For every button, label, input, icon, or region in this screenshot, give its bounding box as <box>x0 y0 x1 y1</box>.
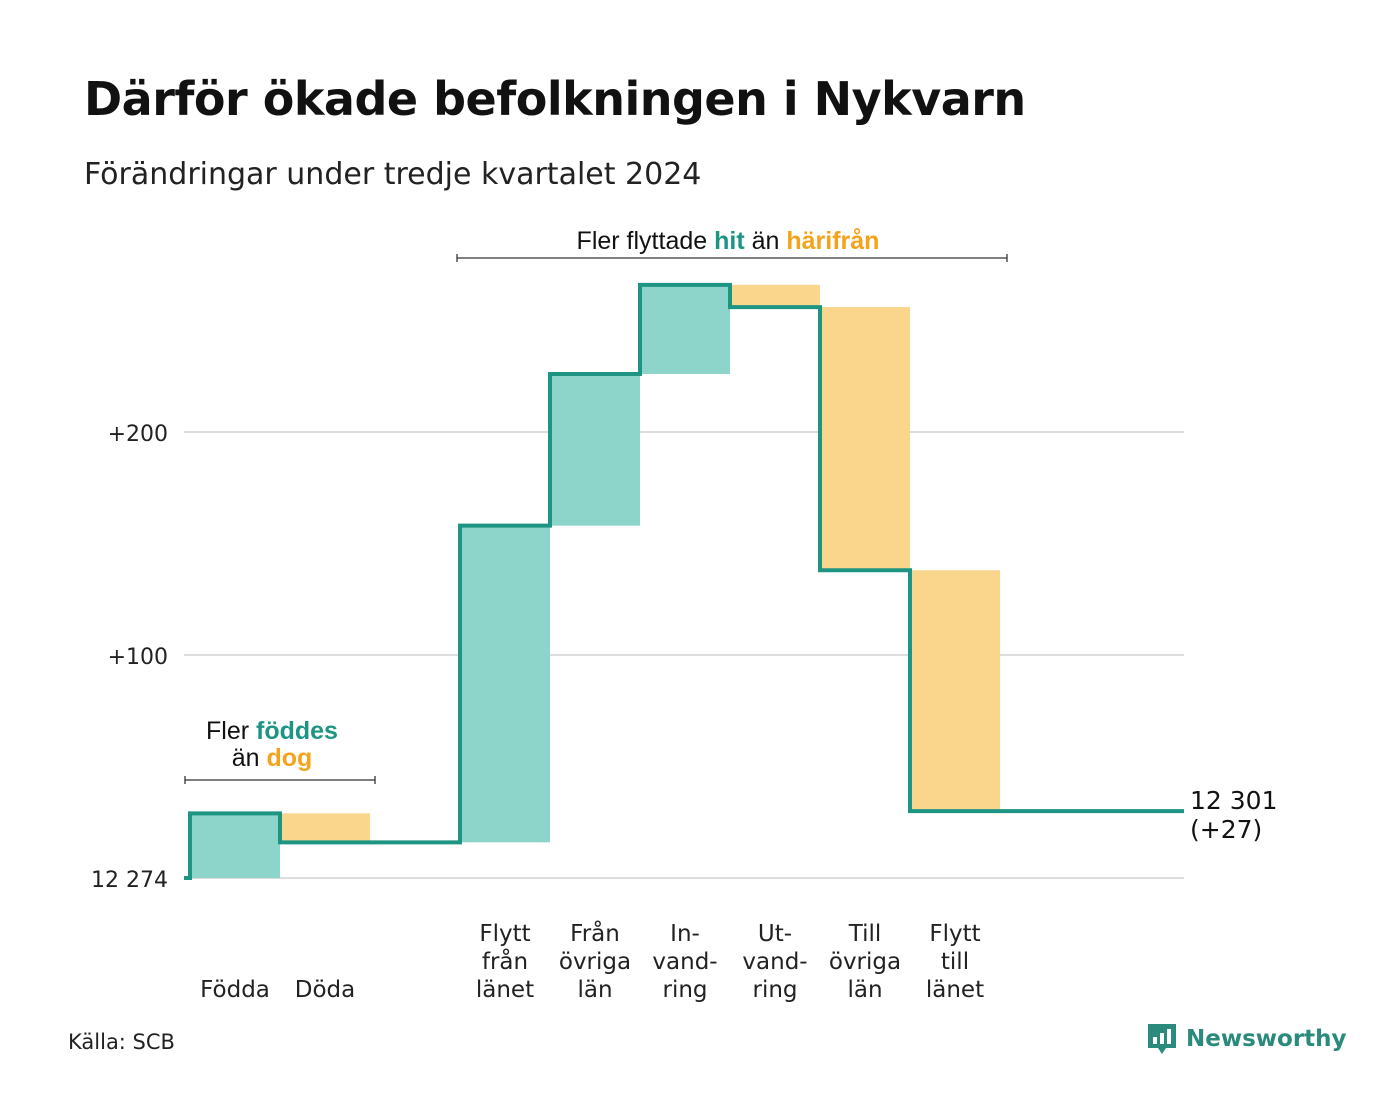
annotation-fragment: än <box>745 227 787 255</box>
annotation-fragment: dog <box>266 744 312 772</box>
category-label: länet <box>926 977 984 1003</box>
category-label: Döda <box>295 977 355 1003</box>
category-label: Till <box>848 921 882 947</box>
decrease-bar <box>910 570 1000 812</box>
category-label: övriga <box>559 949 631 975</box>
chart-bubble-icon <box>1148 1024 1176 1054</box>
chart-title: Därför ökade befolkningen i Nykvarn <box>84 72 1026 126</box>
chart-subtitle: Förändringar under tredje kvartalet 2024 <box>84 157 702 192</box>
category-label: Flytt <box>479 921 530 947</box>
annotation-fragment: föddes <box>256 717 338 745</box>
annotation-fragment: än <box>232 744 267 772</box>
category-label: vand- <box>652 949 717 975</box>
category-label: övriga <box>829 949 901 975</box>
bars <box>190 284 1000 878</box>
start-value-label: 12 274 <box>91 868 168 893</box>
annotation-text: Fler flyttade hit än härifrån <box>577 227 880 255</box>
annotation-fragment: Fler <box>206 717 256 745</box>
category-label: till <box>941 949 969 975</box>
category-label: Födda <box>200 977 270 1003</box>
annotation-text: än dog <box>232 744 313 772</box>
decrease-bar <box>280 813 370 843</box>
y-tick-label: +100 <box>108 645 168 670</box>
cumulative-step-line <box>184 282 1184 880</box>
category-label: Ut- <box>758 921 792 947</box>
increase-bar <box>640 284 730 375</box>
category-label: vand- <box>742 949 807 975</box>
decrease-bar <box>730 284 820 308</box>
category-label: län <box>847 977 882 1003</box>
brand-name: Newsworthy <box>1186 1026 1347 1052</box>
category-label: län <box>577 977 612 1003</box>
category-label: In- <box>670 921 700 947</box>
category-label: ring <box>662 977 707 1003</box>
category-label: Flytt <box>929 921 980 947</box>
annotation-fragment: härifrån <box>786 227 879 255</box>
source-note: Källa: SCB <box>68 1030 175 1054</box>
decrease-bar <box>820 307 910 571</box>
increase-bar <box>190 813 280 878</box>
category-label: ring <box>752 977 797 1003</box>
increase-bar <box>460 525 550 843</box>
annotation-fragment: Fler flyttade <box>577 227 715 255</box>
newsworthy-logo: Newsworthy <box>1146 1022 1347 1056</box>
end-value-label: (+27) <box>1190 815 1262 844</box>
y-tick-label: +200 <box>108 422 168 447</box>
gridlines <box>184 431 1184 879</box>
step-line <box>184 282 1184 880</box>
category-label: länet <box>476 977 534 1003</box>
category-label: från <box>482 947 528 975</box>
end-value-label: 12 301 <box>1190 786 1277 815</box>
increase-bar <box>550 374 640 526</box>
category-label: Från <box>570 919 620 947</box>
annotation-text: Fler föddes <box>206 717 338 745</box>
annotation-fragment: hit <box>714 227 745 255</box>
